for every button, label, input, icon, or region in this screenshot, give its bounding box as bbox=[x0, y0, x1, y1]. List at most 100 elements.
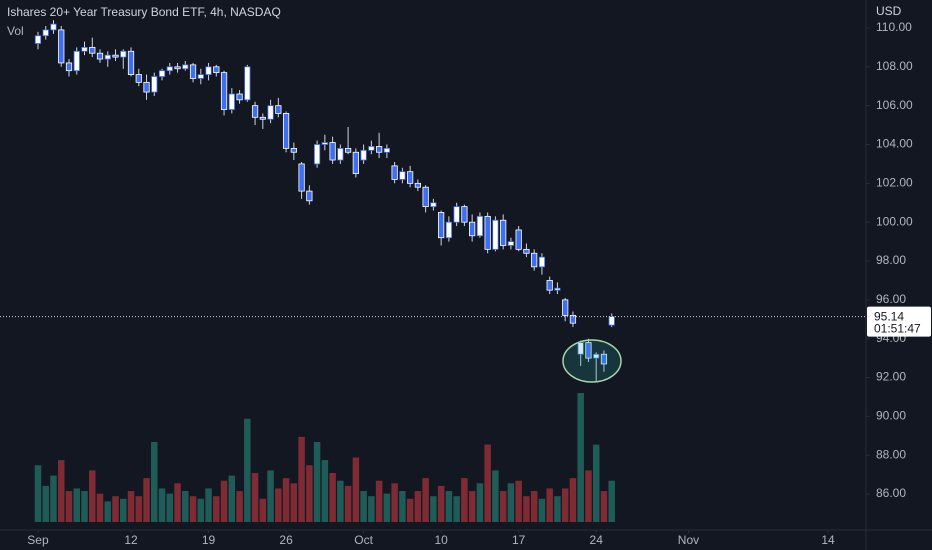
volume-bar bbox=[585, 470, 592, 522]
candle-body bbox=[492, 219, 499, 250]
volume-bar bbox=[546, 488, 553, 522]
volume-bar bbox=[120, 498, 127, 522]
candle-body bbox=[585, 342, 592, 359]
volume-bar bbox=[57, 460, 65, 522]
volume-bar bbox=[391, 483, 398, 522]
volume-bar bbox=[244, 418, 251, 522]
volume-bar bbox=[352, 457, 360, 522]
volume-bar bbox=[34, 465, 42, 522]
candle-body bbox=[50, 23, 57, 31]
volume-bar bbox=[143, 478, 150, 522]
volume-bar bbox=[127, 491, 135, 522]
x-tick-label: 17 bbox=[512, 533, 526, 547]
candle-body bbox=[42, 29, 49, 37]
volume-label: Vol bbox=[7, 24, 24, 38]
volume-bar bbox=[399, 491, 406, 522]
candle-body bbox=[104, 54, 111, 60]
volume-bar bbox=[538, 498, 546, 522]
y-tick-label: 88.00 bbox=[876, 447, 906, 461]
candle-body bbox=[166, 66, 173, 72]
currency: USD bbox=[876, 4, 902, 18]
candle-body bbox=[197, 74, 204, 79]
candle-body bbox=[251, 105, 259, 118]
candle-body bbox=[228, 93, 235, 110]
candle-body bbox=[399, 171, 406, 180]
candle-body bbox=[515, 229, 522, 250]
volume-bar bbox=[298, 436, 305, 522]
volume-bar bbox=[499, 491, 507, 522]
candle-body bbox=[34, 35, 42, 44]
candle-body bbox=[220, 72, 228, 110]
candle-body bbox=[407, 171, 414, 184]
x-tick-label: 26 bbox=[279, 533, 293, 547]
volume-bar bbox=[461, 478, 468, 522]
y-tick-label: 86.00 bbox=[876, 486, 906, 500]
candle-body bbox=[461, 206, 468, 223]
candle-body bbox=[337, 147, 344, 161]
volume-bar bbox=[561, 488, 569, 522]
candle-body bbox=[290, 147, 297, 153]
volume-bar bbox=[81, 491, 88, 522]
volume-bar bbox=[437, 485, 445, 522]
candle-body bbox=[569, 314, 577, 324]
volume-bar bbox=[104, 501, 112, 522]
y-tick-label: 102.00 bbox=[876, 176, 913, 190]
volume-bar bbox=[484, 444, 491, 522]
x-tick-label: Sep bbox=[27, 533, 49, 547]
candle-body bbox=[282, 113, 290, 149]
volume-bar bbox=[158, 488, 166, 522]
volume-bar bbox=[368, 496, 375, 522]
last-price-label: 95.14 bbox=[874, 310, 904, 324]
volume-bar bbox=[205, 488, 212, 522]
candle-body bbox=[244, 66, 251, 101]
volume-bar bbox=[375, 480, 383, 522]
candle-body bbox=[562, 299, 569, 316]
x-tick-label: Oct bbox=[354, 533, 373, 547]
x-tick-label: 10 bbox=[434, 533, 448, 547]
volume-bar bbox=[515, 480, 522, 522]
volume-bar bbox=[313, 442, 321, 522]
candle-body bbox=[120, 50, 127, 58]
candle-body bbox=[112, 54, 119, 58]
candle-body bbox=[143, 81, 150, 93]
volume-bar bbox=[259, 498, 267, 522]
volume-bar bbox=[445, 491, 453, 522]
x-tick-label: 24 bbox=[590, 533, 604, 547]
volume-bar bbox=[228, 475, 236, 522]
candle-body bbox=[531, 252, 538, 268]
candle-body bbox=[321, 142, 328, 145]
candle-body bbox=[422, 186, 429, 208]
y-tick-label: 106.00 bbox=[876, 98, 913, 112]
volume-bar bbox=[50, 475, 57, 522]
candle-body bbox=[89, 46, 96, 54]
candle-body bbox=[360, 149, 367, 161]
volume-bar bbox=[329, 472, 336, 522]
candle-body bbox=[546, 280, 553, 291]
volume-bar bbox=[321, 460, 329, 522]
volume-bar bbox=[414, 491, 422, 522]
volume-bar bbox=[360, 491, 367, 522]
candle-body bbox=[600, 353, 608, 365]
y-tick-label: 92.00 bbox=[876, 370, 906, 384]
candle-body bbox=[298, 163, 305, 192]
volume-bar bbox=[236, 491, 243, 522]
x-tick-label: Nov bbox=[678, 533, 699, 547]
candle-body bbox=[430, 202, 437, 208]
candle-body bbox=[391, 165, 398, 180]
candle-body bbox=[236, 93, 243, 101]
candle-body bbox=[189, 64, 197, 79]
candle-body bbox=[577, 342, 584, 355]
y-tick-label: 104.00 bbox=[876, 137, 913, 151]
countdown-label: 01:51:47 bbox=[874, 322, 921, 336]
volume-bar bbox=[422, 478, 429, 522]
candle-body bbox=[554, 287, 561, 291]
candle-body bbox=[81, 46, 88, 52]
volume-bar bbox=[73, 488, 81, 522]
volume-bar bbox=[96, 493, 104, 522]
candle-body bbox=[275, 105, 282, 114]
candle-body bbox=[445, 221, 453, 239]
volume-bar bbox=[592, 444, 600, 522]
volume-bar bbox=[251, 472, 259, 522]
